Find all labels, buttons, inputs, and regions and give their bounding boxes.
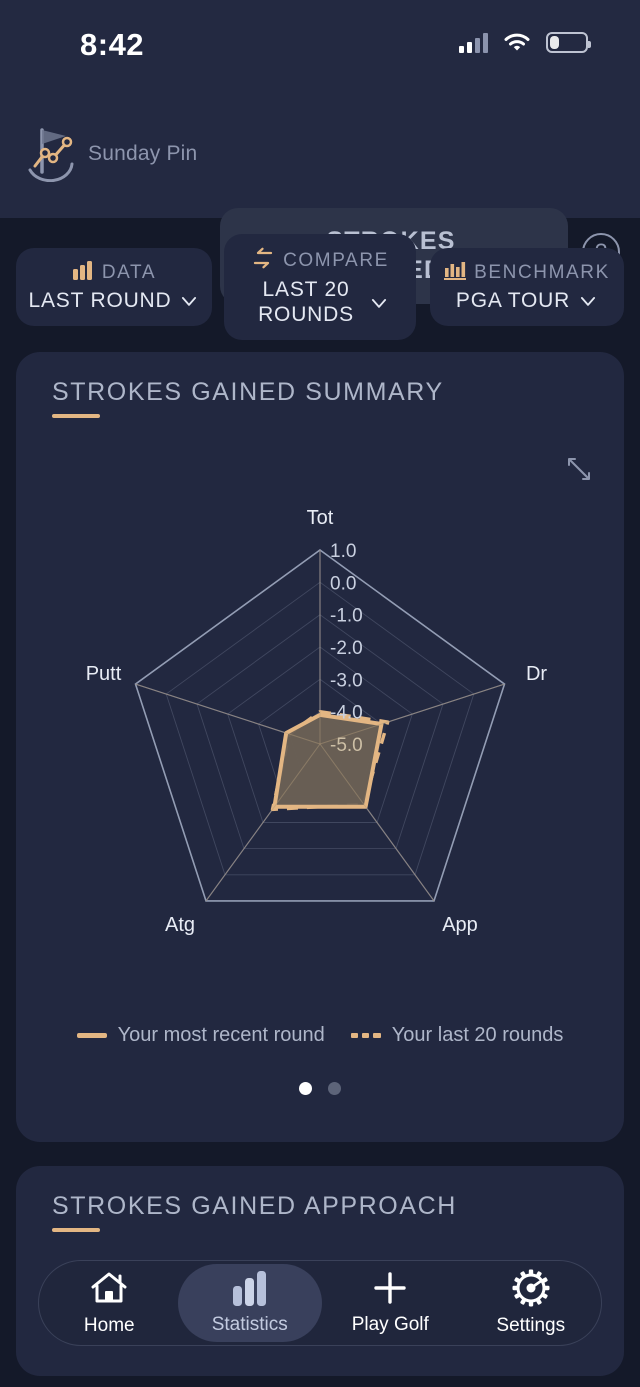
legend-item-last20: Your last 20 rounds: [350, 1024, 564, 1047]
cellular-signal-icon: [459, 32, 488, 53]
radar-axis-label-atg: Atg: [165, 914, 195, 936]
tab-label-settings: Settings: [496, 1315, 566, 1336]
expand-diagonal-icon[interactable]: [566, 456, 592, 482]
swap-arrows-icon: [251, 247, 275, 274]
radar-tick-label: -4.0: [330, 703, 363, 724]
filter-chip-benchmark-title: BENCHMARK: [474, 261, 610, 283]
radar-tick-label: -3.0: [330, 670, 363, 691]
plus-icon: [370, 1270, 410, 1311]
filter-chips: DATA LAST ROUND COMPARE: [0, 232, 640, 342]
legend-label-last20: Your last 20 rounds: [391, 1024, 564, 1046]
status-bar-icons: [459, 32, 591, 53]
pagination-dot-2[interactable]: [328, 1082, 341, 1095]
battery-icon: [546, 32, 591, 53]
title-underline: [52, 1228, 100, 1232]
bottom-tab-bar: Home Statistics Play Golf: [38, 1260, 602, 1346]
radar-tick-label: -5.0: [330, 735, 363, 756]
chart-legend: Your most recent round Your last 20 roun…: [16, 1024, 624, 1047]
page-title: STROKES GAINED SUMMARY: [52, 378, 444, 406]
bar-chart-icon: [72, 260, 94, 285]
carousel-pagination[interactable]: [16, 1082, 624, 1095]
legend-solid-swatch: [76, 1033, 107, 1038]
pagination-dot-1[interactable]: [299, 1082, 312, 1095]
legend-dashed-swatch: [350, 1033, 381, 1038]
wifi-icon: [504, 33, 530, 53]
app-header: Sunday Pin STROKES GAINED ?: [0, 96, 640, 304]
legend-item-recent: Your most recent round: [76, 1024, 325, 1047]
tab-label-home: Home: [83, 1315, 135, 1336]
radar-axis-label-dr: Dr: [526, 663, 547, 685]
gear-icon: [511, 1269, 551, 1312]
radar-tick-label: 1.0: [330, 541, 356, 562]
tab-label-statistics: Statistics: [211, 1314, 288, 1335]
tab-statistics[interactable]: Statistics: [177, 1261, 322, 1345]
filter-chip-benchmark[interactable]: BENCHMARK PGA TOUR: [430, 248, 624, 326]
radar-axis-label-tot: Tot: [307, 507, 334, 529]
radar-tick-label: 0.0: [330, 573, 356, 594]
radar-axis-label-app: App: [442, 914, 478, 936]
radar-axis-label-putt: Putt: [86, 663, 122, 685]
brand: Sunday Pin: [22, 120, 197, 187]
strokes-gained-summary-card: STROKES GAINED SUMMARY 1.0 0.0 -1.0 -2.0 -3.…: [16, 352, 624, 1142]
radar-tick-label: -1.0: [330, 606, 363, 627]
chevron-down-icon: [578, 291, 598, 311]
status-bar-time: 8:42: [80, 27, 145, 62]
chevron-down-icon: [369, 293, 389, 313]
filter-chip-data-title: DATA: [101, 261, 157, 283]
tab-settings[interactable]: Settings: [461, 1261, 602, 1345]
tab-play-golf[interactable]: Play Golf: [320, 1261, 461, 1345]
filter-chip-compare-title: COMPARE: [283, 249, 389, 271]
status-bar: 8:42: [0, 0, 640, 96]
tab-label-play-golf: Play Golf: [351, 1314, 429, 1335]
brand-name: Sunday Pin: [88, 141, 198, 165]
legend-label-recent: Your most recent round: [117, 1024, 325, 1046]
radar-chart[interactable]: 1.0 0.0 -1.0 -2.0 -3.0 -4.0 -5.0 Tot Dr App Atg Put…: [16, 482, 624, 952]
tab-home[interactable]: Home: [39, 1261, 180, 1345]
radar-tick-label: -2.0: [330, 638, 363, 659]
home-icon: [89, 1269, 129, 1312]
filter-chip-benchmark-value: PGA TOUR: [455, 288, 571, 312]
benchmark-bars-icon: [444, 261, 467, 285]
chevron-down-icon: [179, 291, 199, 311]
filter-chip-compare[interactable]: COMPARE LAST 20 ROUNDS: [224, 234, 416, 340]
approach-card-title: STROKES GAINED APPROACH: [52, 1192, 457, 1220]
bar-chart-icon: [230, 1270, 270, 1311]
title-underline: [52, 414, 100, 418]
filter-chip-data-value: LAST ROUND: [28, 288, 172, 312]
filter-chip-data[interactable]: DATA LAST ROUND: [16, 248, 212, 326]
golf-flag-trend-logo-icon: [22, 120, 80, 187]
filter-chip-compare-value: LAST 20 ROUNDS: [258, 278, 354, 326]
